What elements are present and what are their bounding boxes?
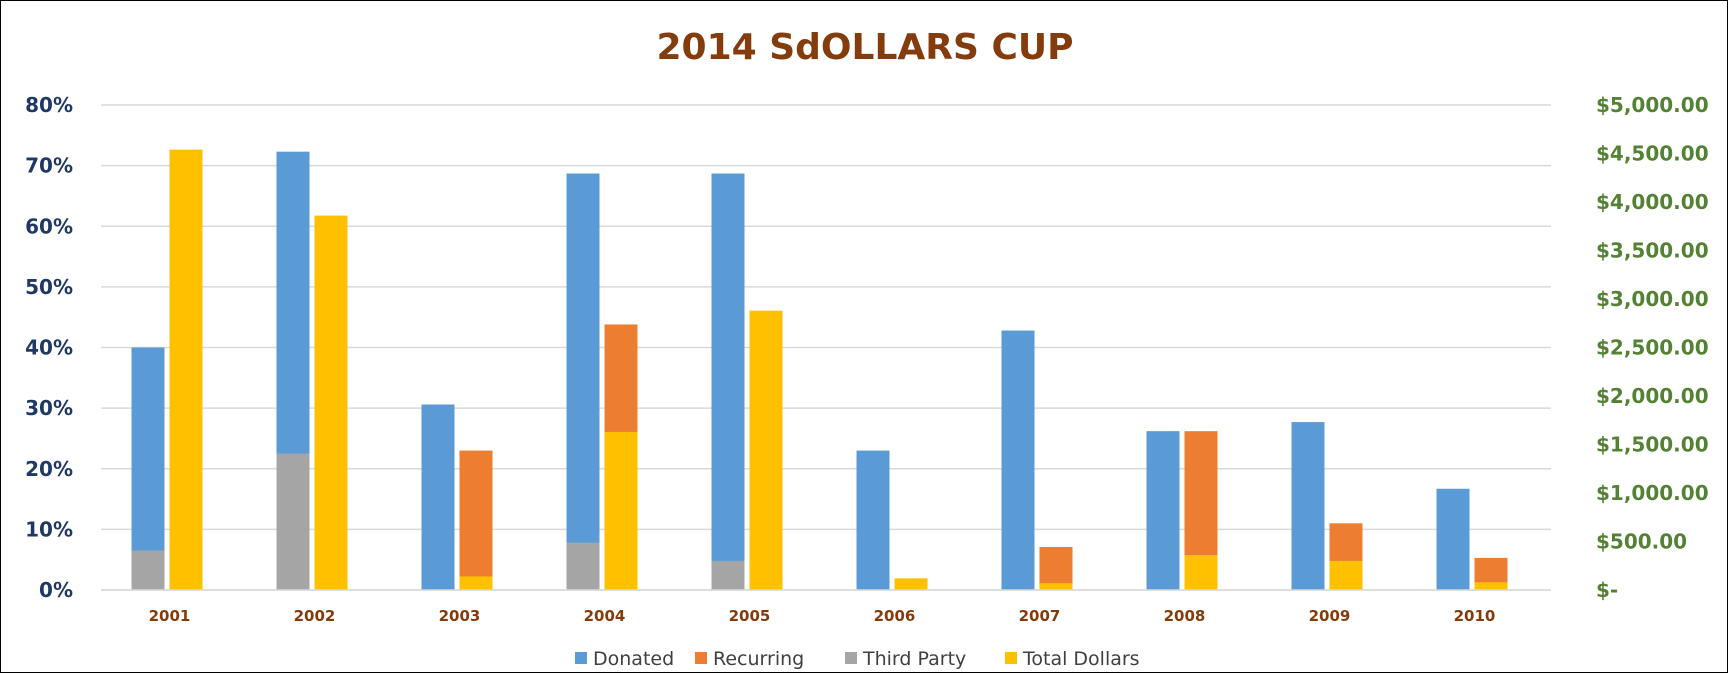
bar-total-dollars xyxy=(169,149,203,590)
x-tick-label: 2009 xyxy=(1309,607,1351,625)
bar-donated xyxy=(1146,431,1180,590)
x-tick-label: 2007 xyxy=(1019,607,1061,625)
bar-total-dollars xyxy=(604,431,638,590)
bar-donated xyxy=(421,404,455,590)
legend-label: Recurring xyxy=(713,648,804,670)
bar-donated xyxy=(1291,422,1325,590)
bar-total-dollars xyxy=(1039,583,1073,590)
left-tick-label: 20% xyxy=(25,457,73,481)
bar-third-party xyxy=(566,542,600,590)
x-tick-label: 2004 xyxy=(584,607,626,625)
bar-third-party xyxy=(276,453,310,590)
bar-donated xyxy=(131,347,165,590)
right-tick-label: $4,500.00 xyxy=(1596,142,1709,166)
bar-total-dollars xyxy=(1329,560,1363,590)
bar-third-party xyxy=(711,560,745,590)
legend-swatch xyxy=(845,652,857,664)
bar-donated xyxy=(1436,488,1470,590)
left-tick-label: 40% xyxy=(25,336,73,360)
legend-label: Third Party xyxy=(862,648,966,670)
bar-donated xyxy=(856,450,890,590)
legend: Donated Recurring Third Party Total Dollars xyxy=(575,648,1140,670)
left-tick-label: 50% xyxy=(25,275,73,299)
bar-total-dollars xyxy=(1184,555,1218,590)
bar-total-dollars xyxy=(749,310,783,590)
left-tick-label: 60% xyxy=(25,214,73,238)
legend-swatch xyxy=(695,652,707,664)
x-tick-label: 2006 xyxy=(874,607,916,625)
right-tick-label: $500.00 xyxy=(1596,530,1687,554)
right-axis: $- $500.00 $1,000.00 $1,500.00 $2,000.00 $2,5… xyxy=(1596,93,1709,602)
x-tick-label: 2010 xyxy=(1454,607,1496,625)
legend-label: Donated xyxy=(593,648,674,670)
left-tick-label: 30% xyxy=(25,396,73,420)
chart-title: 2014 SdOLLARS CUP xyxy=(657,27,1074,68)
x-tick-label: 2001 xyxy=(149,607,191,625)
legend-swatch xyxy=(575,652,587,664)
legend-swatch xyxy=(1005,652,1017,664)
x-axis: 2001 2002 2003 2004 2005 2006 2007 2008 2009 2010 xyxy=(149,607,1496,625)
right-tick-label: $5,000.00 xyxy=(1596,93,1709,117)
right-tick-label: $1,000.00 xyxy=(1596,481,1709,505)
right-tick-label: $4,000.00 xyxy=(1596,190,1709,214)
right-tick-label: $3,000.00 xyxy=(1596,287,1709,311)
bar-recurring xyxy=(459,450,493,590)
bar-donated xyxy=(711,173,745,590)
right-tick-label: $2,500.00 xyxy=(1596,336,1709,360)
left-tick-label: 10% xyxy=(25,517,73,541)
bar-donated xyxy=(566,173,600,590)
right-tick-label: $3,500.00 xyxy=(1596,239,1709,263)
left-tick-label: 0% xyxy=(39,578,73,602)
bar-total-dollars xyxy=(1474,582,1508,590)
bars xyxy=(101,149,1551,591)
x-tick-label: 2003 xyxy=(439,607,481,625)
right-tick-label: $1,500.00 xyxy=(1596,433,1709,457)
bar-donated xyxy=(1001,330,1035,590)
right-tick-label: $2,000.00 xyxy=(1596,384,1709,408)
left-tick-label: 80% xyxy=(25,93,73,117)
legend-label: Total Dollars xyxy=(1022,648,1140,670)
bar-recurring xyxy=(1039,546,1073,590)
bar-total-dollars xyxy=(894,578,928,590)
x-tick-label: 2005 xyxy=(729,607,771,625)
left-axis: 0% 10% 20% 30% 40% 50% 60% 70% 80% xyxy=(25,93,73,602)
x-tick-label: 2002 xyxy=(294,607,336,625)
right-tick-label: $- xyxy=(1596,578,1618,602)
bar-total-dollars xyxy=(314,215,348,590)
left-tick-label: 70% xyxy=(25,154,73,178)
bar-total-dollars xyxy=(459,576,493,590)
x-tick-label: 2008 xyxy=(1164,607,1206,625)
bar-third-party xyxy=(131,550,165,590)
